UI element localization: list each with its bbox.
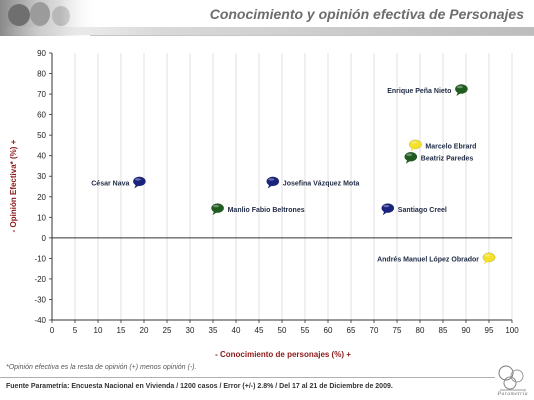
data-point: Santiago Creel <box>381 203 447 216</box>
y-tick-label: 30 <box>37 172 46 181</box>
y-tick-label: -30 <box>34 295 46 304</box>
x-tick-label: 60 <box>324 326 333 335</box>
marker-highlight <box>268 178 275 181</box>
y-tick-label: -40 <box>34 316 46 325</box>
data-point: Josefina Vázquez Mota <box>266 176 360 189</box>
x-tick-label: 50 <box>278 326 287 335</box>
x-tick-label: 10 <box>94 326 103 335</box>
y-tick-label: 60 <box>37 111 46 120</box>
parametria-logo <box>496 364 528 394</box>
point-label: Beatriz Paredes <box>421 156 474 163</box>
x-tick-label: 65 <box>347 326 356 335</box>
y-tick-label: -10 <box>34 254 46 263</box>
x-tick-label: 25 <box>163 326 172 335</box>
point-label: Andrés Manuel López Obrador <box>377 256 479 263</box>
x-axis-label: - Conocimiento de personajes (%) + <box>215 350 351 359</box>
y-tick-label: 20 <box>37 193 46 202</box>
y-tick-label: 70 <box>37 90 46 99</box>
y-tick-label: 90 <box>37 49 46 58</box>
speech-bubble-marker <box>482 252 496 263</box>
x-tick-label: 90 <box>462 326 471 335</box>
logo-wordmark: Parametría <box>497 391 528 397</box>
y-tick-label: 0 <box>42 234 47 243</box>
source-note: Fuente Parametría: Encuesta Nacional en … <box>6 383 393 390</box>
speech-bubble-marker <box>381 203 395 213</box>
x-tick-label: 85 <box>439 326 448 335</box>
marker-highlight <box>213 204 220 208</box>
marker-highlight <box>484 254 491 257</box>
x-tick-label: 20 <box>140 326 149 335</box>
speech-bubble-marker <box>132 176 146 187</box>
data-point: Beatriz Paredes <box>404 151 474 164</box>
data-points: Enrique Peña Nieto Marcelo Ebrard Beatriz … <box>91 84 496 265</box>
speech-bubble-tail <box>405 159 411 164</box>
header-divider-line <box>90 35 534 36</box>
marker-highlight <box>456 85 463 89</box>
x-tick-label: 15 <box>117 326 126 335</box>
footnote: *Opinión efectiva es la resta de opinión… <box>6 364 197 371</box>
speech-bubble-marker <box>408 139 422 150</box>
point-label: César Nava <box>91 180 129 187</box>
point-label: Santiago Creel <box>398 207 447 214</box>
marker-highlight <box>383 204 390 208</box>
data-point: César Nava <box>91 176 146 189</box>
speech-bubble-tail <box>134 184 139 189</box>
y-tick-label: -20 <box>34 275 46 284</box>
y-tick-label: 80 <box>37 70 46 79</box>
x-tick-label: 75 <box>393 326 402 335</box>
speech-bubble-marker <box>211 203 225 213</box>
x-tick-label: 70 <box>370 326 379 335</box>
grid-layer <box>74 53 513 320</box>
speech-bubble-marker <box>404 151 418 162</box>
header-divider <box>0 27 534 35</box>
point-label: Enrique Peña Nieto <box>387 88 451 95</box>
x-tick-label: 5 <box>73 326 78 335</box>
data-point: Marcelo Ebrard <box>408 139 476 152</box>
photo-figure <box>52 6 70 26</box>
marker-highlight <box>410 141 417 144</box>
speech-bubble-marker <box>266 176 280 187</box>
x-tick-label: 100 <box>505 326 519 335</box>
y-tick-label: 40 <box>37 152 46 161</box>
speech-bubble-tail <box>456 91 461 96</box>
photo-figure <box>8 4 30 26</box>
marker-highlight <box>406 153 413 156</box>
axis-layer <box>49 52 513 323</box>
x-tick-label: 45 <box>255 326 264 335</box>
y-tick-label: 10 <box>37 213 46 222</box>
y-tick-label: 50 <box>37 131 46 140</box>
data-point: Andrés Manuel López Obrador <box>377 252 496 265</box>
x-tick-label: 30 <box>186 326 195 335</box>
point-label: Manlio Fabio Beltrones <box>228 207 305 214</box>
speech-bubble-tail <box>484 260 489 265</box>
x-tick-label: 80 <box>416 326 425 335</box>
marker-highlight <box>134 178 141 181</box>
point-label: Marcelo Ebrard <box>425 143 476 150</box>
x-tick-label: 35 <box>209 326 218 335</box>
x-tick-label: 55 <box>301 326 310 335</box>
page-title: Conocimiento y opinión efectiva de Perso… <box>209 6 524 22</box>
speech-bubble-tail <box>410 147 415 152</box>
speech-bubble-marker <box>454 84 468 94</box>
logo-icon <box>498 365 526 391</box>
x-tick-label: 40 <box>232 326 241 335</box>
speech-bubble-tail <box>267 184 273 189</box>
point-label: Josefina Vázquez Mota <box>283 180 360 187</box>
photo-figure <box>30 2 50 26</box>
x-tick-label: 95 <box>485 326 494 335</box>
footer-divider <box>0 377 495 378</box>
y-axis-label: - Opinión Efectiva* (%) + <box>9 139 18 232</box>
speech-bubble-tail <box>382 211 388 216</box>
x-tick-label: 0 <box>50 326 55 335</box>
speech-bubble-tail <box>212 211 218 216</box>
tick-labels: -40 -30 -20 -10 0 10 20 30 40 50 60 70 80 90 0 5 10 15 20 2… <box>34 49 519 335</box>
data-point: Enrique Peña Nieto <box>387 84 468 96</box>
data-point: Manlio Fabio Beltrones <box>211 203 305 216</box>
